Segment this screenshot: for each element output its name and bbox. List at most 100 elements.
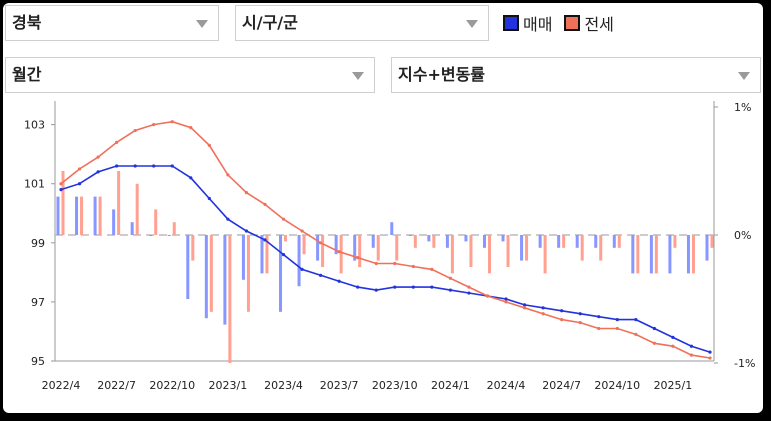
change-bar-jeonse [172,222,176,235]
change-bar-jeonse [562,235,566,248]
index-point-sale [96,170,100,174]
change-bar-sale [427,235,431,242]
index-point-jeonse [708,356,712,360]
change-bar-sale [612,235,616,248]
index-point-sale [133,164,137,168]
change-bar-sale [464,235,468,242]
right-axis-tick-label: 0% [734,229,751,242]
index-point-sale [115,164,119,168]
change-bar-jeonse [191,235,195,261]
index-point-jeonse [77,167,82,171]
index-point-jeonse [448,276,452,280]
index-point-sale [597,315,601,319]
index-point-jeonse [59,182,63,186]
change-bar-jeonse [636,235,640,274]
change-bar-jeonse [487,235,491,274]
index-change-chart: 103 101 99 97 95 1% 0% -1% 2022/4 2022/7 2022/10 20… [24,101,755,392]
x-axis-tick-label: 2025/1 [654,379,693,392]
change-bar-jeonse [450,235,454,274]
region-select[interactable]: 경북 [5,5,219,41]
index-point-sale [634,318,638,322]
index-point-jeonse [374,261,378,266]
index-point-sale [226,217,230,221]
change-bar-sale [75,196,79,235]
index-point-jeonse [319,241,323,245]
chevron-down-icon [352,72,364,80]
index-point-sale [263,238,267,242]
index-point-sale [319,273,323,277]
district-select-value: 시/구/군 [242,13,298,32]
change-bar-sale [390,222,394,235]
change-bar-jeonse [135,183,139,235]
change-bar-jeonse [246,235,250,312]
change-bar-jeonse [339,235,343,274]
change-bar-jeonse [376,235,380,261]
legend: 매매 전세 [503,9,626,37]
chart-panel: 경북 시/구/군 매매 전세 월간 지수+변동률 103 101 99 97 95 1% 0… [3,3,763,413]
change-bar-jeonse [154,209,158,235]
index-point-sale [522,303,527,307]
change-bar-jeonse [599,235,603,261]
change-bar-sale [334,235,338,255]
metric-select[interactable]: 지수+변동률 [391,57,761,93]
change-bar-jeonse [691,235,695,274]
index-point-jeonse [485,294,490,298]
change-bar-sale [316,235,320,261]
x-axis-tick-label: 2023/1 [209,379,248,392]
index-point-jeonse [96,155,100,159]
x-axis-tick-label: 2024/1 [431,379,470,392]
index-point-sale [244,229,249,233]
index-point-sale [671,335,675,339]
index-point-jeonse [652,341,656,345]
change-bar-jeonse [710,235,714,248]
change-bar-sale [557,235,561,248]
change-bar-jeonse [525,235,529,261]
change-bar-jeonse [617,235,621,248]
index-point-sale [170,164,174,168]
index-point-sale [189,176,193,180]
index-point-jeonse [356,255,360,260]
change-bar-sale [371,235,375,248]
index-point-jeonse [671,344,675,348]
chevron-down-icon [196,20,208,28]
change-bar-jeonse [321,235,325,267]
change-bar-sale [408,235,412,236]
change-bar-sale [297,235,301,287]
legend-item-sale[interactable]: 매매 [503,11,552,35]
index-point-sale [356,285,360,289]
index-point-sale [560,309,564,313]
x-axis-tick-label: 2024/7 [542,379,581,392]
change-bar-sale [482,235,486,248]
change-bar-jeonse [395,235,399,261]
index-point-jeonse [541,312,545,316]
index-point-sale [430,285,434,289]
left-axis-tick-label: 99 [31,237,45,250]
index-point-sale [467,291,471,295]
change-bar-sale [668,235,672,274]
change-bar-jeonse [117,171,121,235]
x-axis-tick-label: 2022/10 [149,379,195,392]
index-point-sale [708,350,712,354]
right-axis-tick-label: -1% [734,357,755,370]
change-bar-sale [112,209,116,235]
x-axis-tick-label: 2023/7 [320,379,359,392]
index-point-sale [578,312,582,316]
period-select[interactable]: 월간 [5,57,375,93]
change-bar-sale [130,222,134,235]
index-point-jeonse [430,267,434,272]
change-bar-jeonse [432,235,436,248]
index-point-sale [393,285,397,289]
x-axis-tick-label: 2023/4 [264,379,303,392]
index-point-jeonse [133,128,137,133]
district-select[interactable]: 시/구/군 [235,5,489,41]
index-point-jeonse [152,123,156,127]
index-point-jeonse [115,140,119,144]
index-point-jeonse [504,300,508,304]
legend-item-jeonse[interactable]: 전세 [564,11,614,35]
change-bar-jeonse [543,235,547,274]
index-point-sale [652,326,656,331]
change-bar-jeonse [654,235,658,274]
change-bar-sale [353,235,357,261]
index-point-jeonse [263,202,267,207]
chevron-down-icon [738,72,750,80]
